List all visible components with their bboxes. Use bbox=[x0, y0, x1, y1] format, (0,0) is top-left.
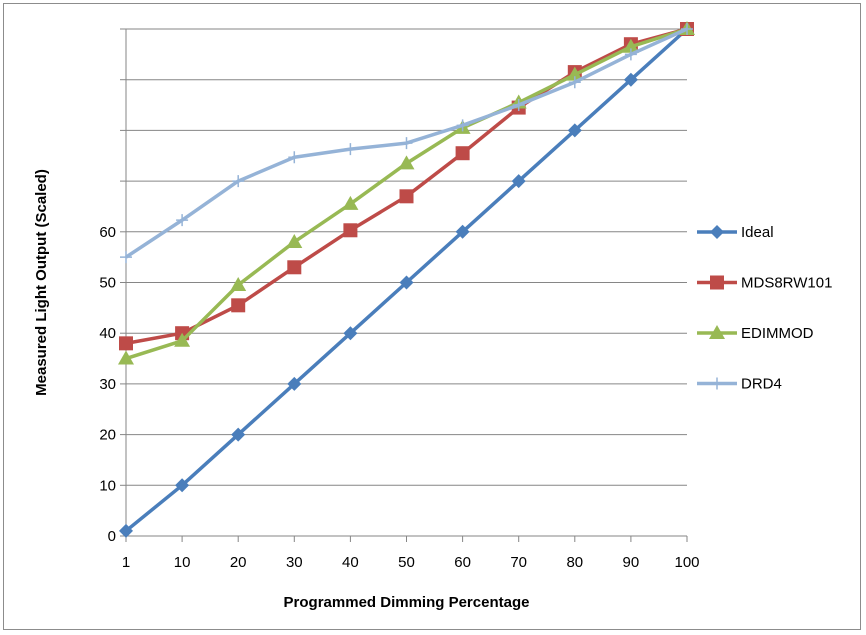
data-point-mds8rw101 bbox=[231, 298, 246, 313]
data-point-mds8rw101 bbox=[119, 336, 133, 351]
y-tick-label: 40 bbox=[99, 325, 116, 342]
data-point-edimmod bbox=[398, 155, 415, 170]
y-tick-label: 20 bbox=[99, 427, 116, 444]
legend-item-mds8rw101: MDS8RW101 bbox=[697, 275, 832, 292]
series-drd4 bbox=[120, 23, 693, 264]
x-tick-label: 30 bbox=[286, 554, 303, 571]
data-point-edimmod bbox=[342, 195, 359, 210]
y-tick-label: 10 bbox=[99, 477, 116, 494]
legend-marker bbox=[711, 377, 723, 390]
data-point-ideal bbox=[343, 326, 358, 341]
data-point-ideal bbox=[287, 376, 302, 391]
data-point-mds8rw101 bbox=[455, 146, 470, 161]
data-point-edimmod bbox=[230, 277, 247, 292]
x-tick-label: 40 bbox=[342, 554, 359, 571]
data-point-edimmod bbox=[174, 332, 191, 347]
gridlines bbox=[126, 28, 687, 486]
data-point-ideal bbox=[399, 275, 414, 290]
data-point-drd4 bbox=[232, 175, 245, 188]
series-mds8rw101 bbox=[119, 22, 694, 351]
x-tick-label: 20 bbox=[230, 554, 247, 571]
x-tick-labels: 1 10 20 30 40 50 60 70 80 90 100 bbox=[122, 554, 700, 571]
x-axis-title: Programmed Dimming Percentage bbox=[284, 594, 530, 611]
data-point-ideal bbox=[455, 224, 470, 239]
x-tick-label: 50 bbox=[398, 554, 415, 571]
x-tick-label: 90 bbox=[623, 554, 640, 571]
legend-item-ideal: Ideal bbox=[697, 224, 774, 241]
data-point-drd4 bbox=[120, 251, 132, 264]
data-point-drd4 bbox=[512, 99, 525, 112]
legend-label: MDS8RW101 bbox=[741, 275, 832, 292]
data-point-ideal bbox=[511, 174, 526, 189]
y-tick-label: 50 bbox=[99, 275, 116, 292]
data-point-ideal bbox=[231, 427, 246, 442]
data-point-mds8rw101 bbox=[399, 189, 414, 204]
x-tick-label: 80 bbox=[566, 554, 583, 571]
x-tick-label: 100 bbox=[674, 554, 699, 571]
series-ideal bbox=[119, 22, 694, 538]
legend-label: DRD4 bbox=[741, 376, 782, 393]
legend-label: EDIMMOD bbox=[741, 325, 814, 342]
x-tick-label: 10 bbox=[174, 554, 191, 571]
y-tick-label: 30 bbox=[99, 376, 116, 393]
data-point-drd4 bbox=[456, 119, 469, 132]
data-point-mds8rw101 bbox=[343, 223, 358, 238]
chart-frame: 0 10 20 30 40 50 60 1 10 20 30 40 50 60 70 80 90 100 Ide… bbox=[3, 3, 861, 630]
data-point-drd4 bbox=[568, 76, 581, 89]
legend-label: Ideal bbox=[741, 224, 774, 241]
y-tick-label: 60 bbox=[99, 224, 116, 241]
x-tick-label: 60 bbox=[454, 554, 471, 571]
x-tick-label: 70 bbox=[510, 554, 527, 571]
series-group bbox=[118, 21, 695, 538]
data-point-ideal bbox=[119, 523, 133, 538]
legend-marker bbox=[709, 325, 725, 339]
data-point-ideal bbox=[175, 478, 190, 493]
data-point-drd4 bbox=[288, 151, 301, 164]
y-tick-label: 0 bbox=[108, 528, 116, 545]
data-point-ideal bbox=[567, 123, 582, 138]
legend: Ideal MDS8RW101 EDIMMOD DRD4 bbox=[697, 224, 832, 393]
legend-item-edimmod: EDIMMOD bbox=[697, 325, 814, 342]
data-point-edimmod bbox=[118, 350, 134, 365]
series-line-mds8rw101 bbox=[125, 27, 688, 346]
data-point-edimmod bbox=[622, 38, 639, 53]
data-point-ideal bbox=[623, 72, 638, 87]
y-axis-title: Measured Light Output (Scaled) bbox=[33, 169, 50, 396]
line-chart: 0 10 20 30 40 50 60 1 10 20 30 40 50 60 70 80 90 100 Ide… bbox=[33, 21, 832, 611]
data-point-drd4 bbox=[624, 48, 637, 61]
data-point-drd4 bbox=[681, 23, 693, 35]
axes bbox=[120, 28, 688, 542]
x-tick-label: 1 bbox=[122, 554, 130, 571]
data-point-mds8rw101 bbox=[287, 260, 302, 275]
y-tick-labels: 0 10 20 30 40 50 60 bbox=[99, 224, 116, 545]
data-point-drd4 bbox=[176, 214, 189, 227]
data-point-edimmod bbox=[566, 66, 583, 81]
data-point-edimmod bbox=[286, 233, 303, 248]
data-point-drd4 bbox=[400, 137, 413, 150]
legend-marker bbox=[710, 225, 724, 239]
legend-item-drd4: DRD4 bbox=[697, 376, 782, 393]
legend-marker bbox=[710, 275, 724, 290]
data-point-drd4 bbox=[344, 143, 357, 156]
